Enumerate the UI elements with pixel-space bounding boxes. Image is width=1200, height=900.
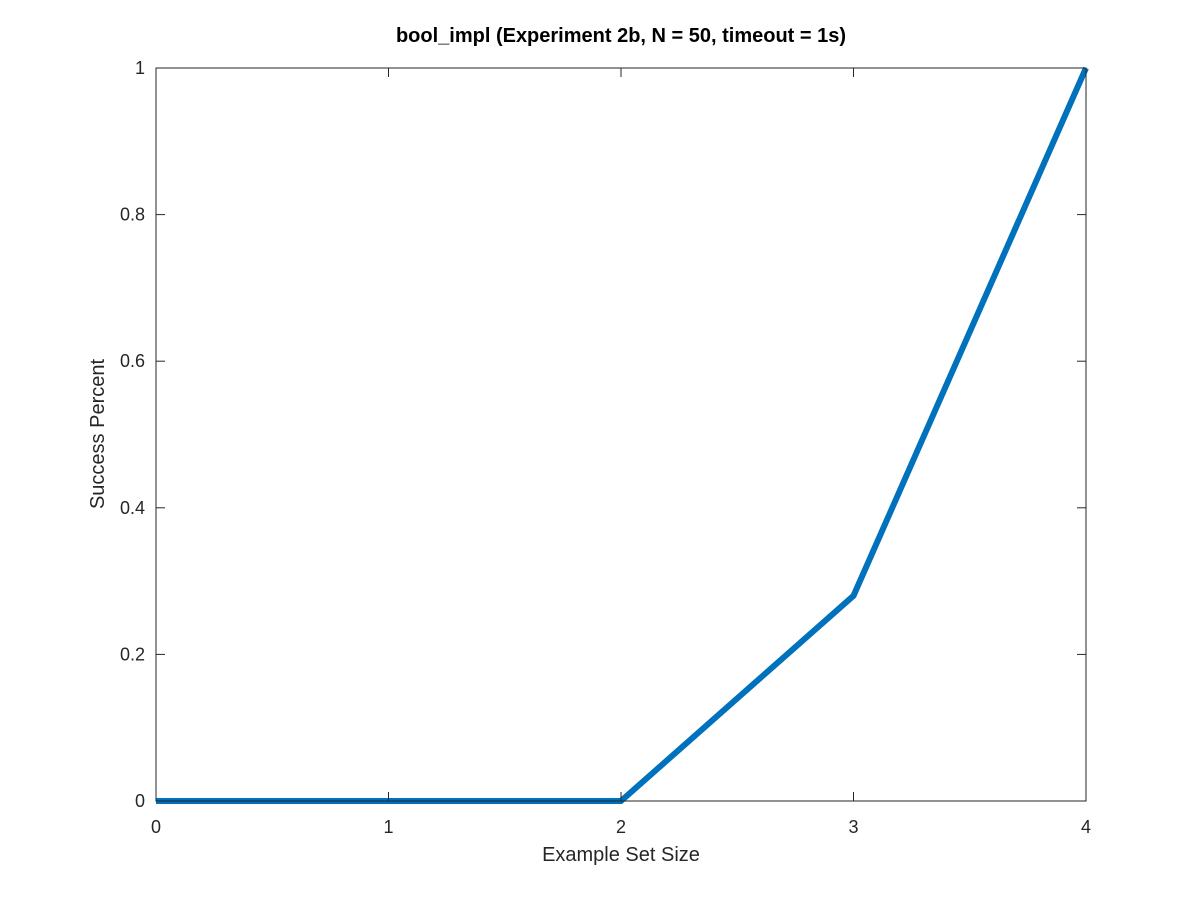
y-axis-label: Success Percent xyxy=(87,359,109,510)
plot-area-background xyxy=(156,68,1086,801)
x-axis-label: Example Set Size xyxy=(542,844,700,866)
x-tick-label: 4 xyxy=(1081,817,1091,837)
ticks-layer: 0 1 2 3 4 0 0.2 0.4 0.6 0.8 1 xyxy=(120,58,1091,837)
x-tick-label: 2 xyxy=(616,817,626,837)
chart-title: bool_impl (Experiment 2b, N = 50, timeou… xyxy=(396,25,846,47)
y-tick-label: 1 xyxy=(135,58,145,78)
x-tick-label: 3 xyxy=(848,817,858,837)
y-tick-label: 0.8 xyxy=(120,205,145,225)
x-tick-label: 0 xyxy=(151,817,161,837)
x-tick-label: 1 xyxy=(383,817,393,837)
y-tick-label: 0 xyxy=(135,791,145,811)
y-tick-label: 0.4 xyxy=(120,498,145,518)
y-tick-label: 0.2 xyxy=(120,644,145,664)
y-tick-label: 0.6 xyxy=(120,351,145,371)
